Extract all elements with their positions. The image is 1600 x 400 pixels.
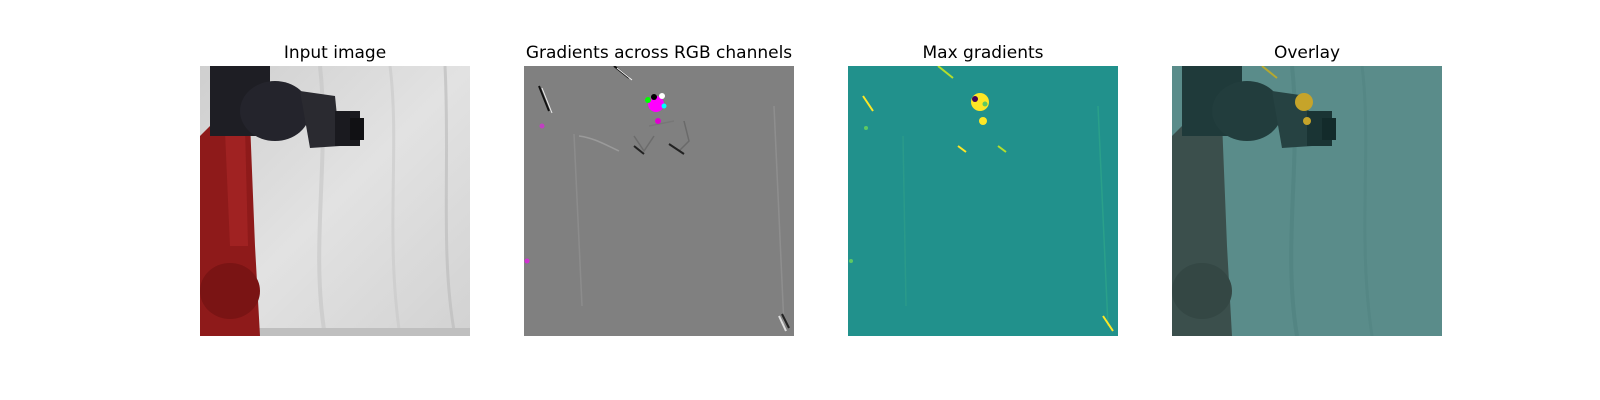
panel-rgb-gradients: Gradients across RGB channels <box>524 40 794 336</box>
rgb-gradients-image <box>524 66 794 336</box>
max-gradients-image <box>848 66 1118 336</box>
panel-title: Input image <box>283 43 387 63</box>
input-image-graphic <box>200 66 470 336</box>
panel-max-gradients: Max gradients <box>848 40 1118 336</box>
panel-title: Max gradients <box>922 43 1044 63</box>
panel-overlay: Overlay <box>1172 40 1442 336</box>
max-gradients-graphic <box>848 66 1118 336</box>
panel-input-image: Input image <box>200 40 470 336</box>
panel-title: Overlay <box>1273 43 1341 63</box>
overlay-image <box>1172 66 1442 336</box>
input-image <box>200 66 470 336</box>
overlay-graphic <box>1172 66 1442 336</box>
rgb-gradients-graphic <box>524 66 794 336</box>
panel-title: Gradients across RGB channels <box>525 43 793 63</box>
